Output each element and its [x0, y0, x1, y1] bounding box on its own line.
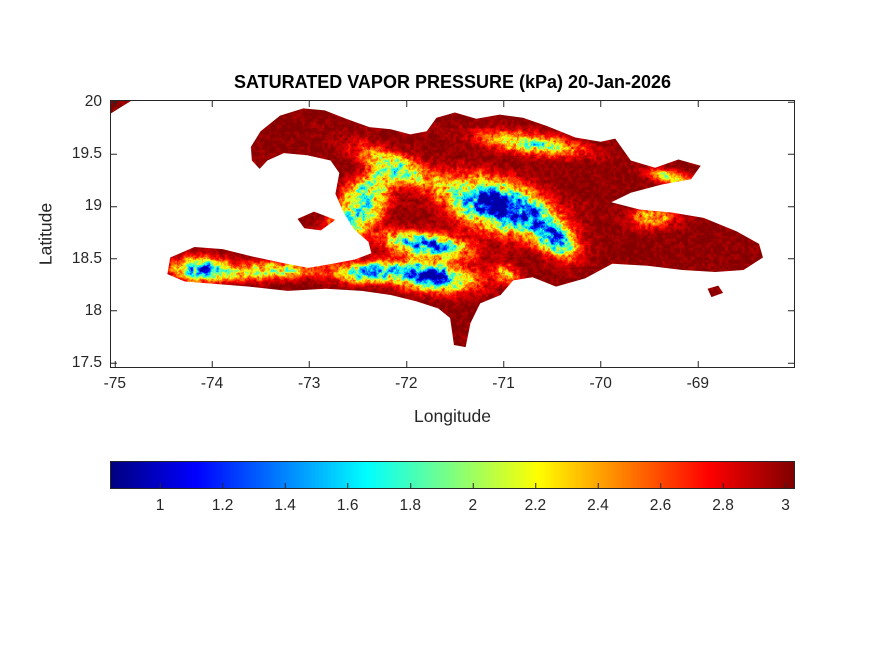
plot-area	[110, 100, 795, 368]
y-tick-label: 17.5	[71, 353, 102, 371]
y-tick-label: 19	[84, 197, 102, 215]
colorbar-tick-label: 1.4	[274, 497, 296, 514]
colorbar-tick-label: 1.8	[399, 497, 422, 514]
heatmap-canvas	[110, 100, 795, 368]
x-tick-label: -75	[103, 375, 127, 392]
x-tick-label: -69	[686, 375, 710, 392]
colorbar-tick-label: 1.2	[211, 497, 234, 514]
colorbar-tick-label: 3	[781, 497, 790, 514]
x-tick-label: -71	[492, 375, 515, 392]
x-tick-label: -72	[395, 375, 418, 392]
x-tick-label: -70	[589, 375, 612, 392]
colorbar-tick-label: 2.6	[649, 497, 672, 514]
x-axis-label: Longitude	[414, 406, 491, 426]
chart-title: SATURATED VAPOR PRESSURE (kPa) 20-Jan-20…	[233, 72, 672, 92]
colorbar-tick-label: 1.6	[336, 497, 359, 514]
colorbar-tick-label: 2.2	[524, 497, 547, 514]
y-tick-label: 18.5	[71, 249, 102, 267]
y-tick-label: 18	[84, 301, 102, 319]
x-tick-label: -73	[297, 375, 321, 392]
colorbar-canvas	[110, 461, 795, 489]
colorbar-tick-label: 2.8	[712, 497, 734, 514]
colorbar-tick-label: 2	[468, 497, 478, 514]
colorbar	[110, 461, 795, 489]
y-tick-label: 19.5	[71, 145, 102, 163]
x-tick-label: -74	[200, 375, 224, 392]
y-axis-label: Latitude	[35, 202, 56, 266]
y-tick-label: 20	[84, 93, 102, 111]
colorbar-tick-label: 1	[155, 497, 165, 514]
colorbar-tick-label: 2.4	[587, 497, 609, 514]
